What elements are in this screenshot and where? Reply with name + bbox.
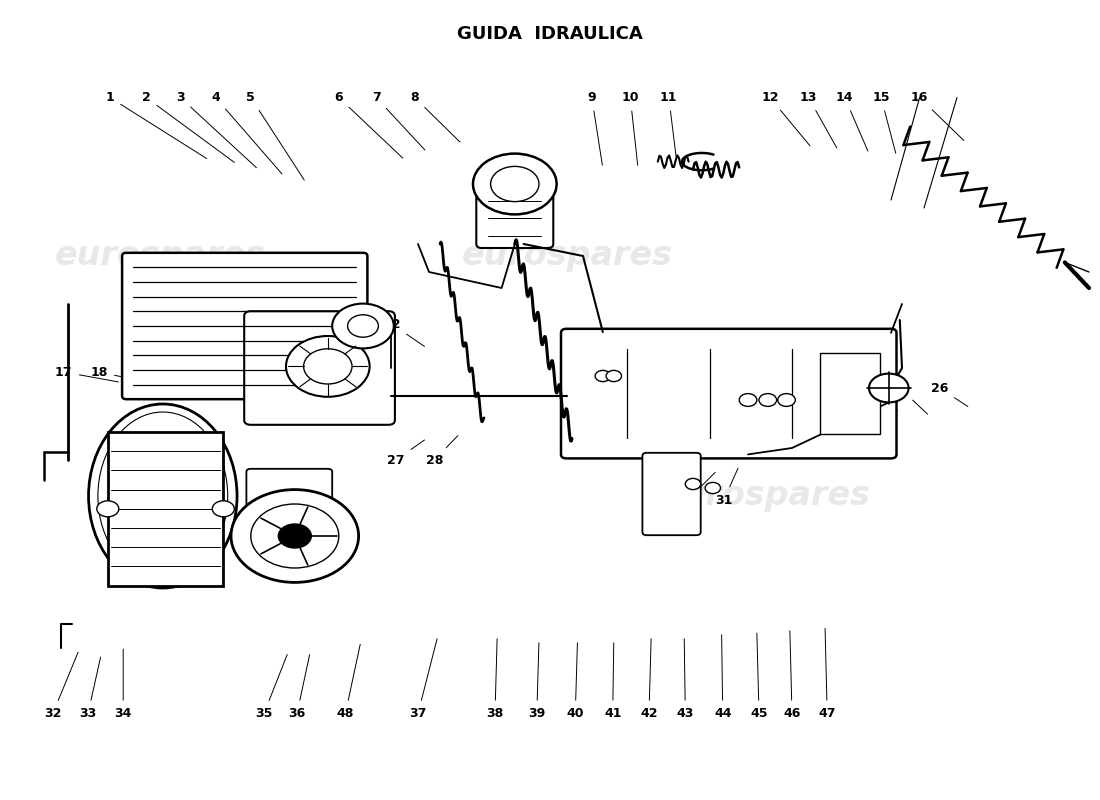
Text: eurospares: eurospares	[55, 239, 266, 273]
Circle shape	[286, 336, 370, 397]
Text: 5: 5	[246, 91, 305, 180]
Circle shape	[278, 524, 311, 548]
FancyBboxPatch shape	[476, 180, 553, 248]
Text: GUIDA  IDRAULICA: GUIDA IDRAULICA	[458, 25, 642, 42]
Text: 42: 42	[640, 638, 658, 720]
Circle shape	[705, 482, 720, 494]
Text: 40: 40	[566, 642, 584, 720]
Text: eurospares: eurospares	[462, 239, 673, 273]
Text: 28: 28	[426, 436, 458, 466]
Text: 44: 44	[714, 634, 732, 720]
Circle shape	[759, 394, 777, 406]
FancyBboxPatch shape	[642, 453, 701, 535]
Text: 34: 34	[114, 649, 132, 720]
Text: 48: 48	[337, 644, 360, 720]
Text: 27: 27	[387, 440, 425, 466]
Text: 24: 24	[854, 382, 898, 410]
Circle shape	[231, 490, 359, 582]
Text: 7: 7	[372, 91, 425, 150]
Text: 2: 2	[142, 91, 234, 162]
Text: eurospares: eurospares	[660, 479, 871, 513]
Text: 1: 1	[106, 91, 207, 158]
Circle shape	[97, 501, 119, 517]
Text: 46: 46	[783, 630, 801, 720]
Text: 39: 39	[528, 642, 546, 720]
Text: 10: 10	[621, 91, 639, 166]
FancyBboxPatch shape	[561, 329, 896, 458]
Text: 26: 26	[931, 382, 968, 406]
Text: 31: 31	[715, 468, 738, 506]
Circle shape	[251, 504, 339, 568]
Text: 32: 32	[44, 652, 78, 720]
Text: 21: 21	[345, 318, 392, 342]
Text: 41: 41	[604, 642, 622, 720]
Text: 30: 30	[679, 472, 715, 506]
Text: 17: 17	[55, 366, 119, 382]
Text: 14: 14	[836, 91, 868, 151]
Text: 25: 25	[891, 382, 927, 414]
FancyBboxPatch shape	[244, 311, 395, 425]
Text: 4: 4	[211, 91, 282, 174]
Circle shape	[212, 501, 234, 517]
Circle shape	[685, 478, 701, 490]
Text: 18: 18	[90, 366, 154, 383]
Text: 15: 15	[872, 91, 895, 154]
Text: 45: 45	[750, 633, 768, 720]
Circle shape	[332, 303, 394, 349]
Circle shape	[491, 166, 539, 202]
Circle shape	[606, 370, 621, 382]
Circle shape	[348, 314, 378, 338]
Circle shape	[473, 154, 557, 214]
Text: 8: 8	[410, 91, 460, 142]
Text: 11: 11	[660, 91, 678, 158]
Circle shape	[304, 349, 352, 384]
Text: 33: 33	[79, 657, 100, 720]
Text: 36: 36	[288, 654, 309, 720]
Text: 38: 38	[486, 638, 504, 720]
Text: 6: 6	[334, 91, 403, 158]
Text: 43: 43	[676, 638, 694, 720]
Text: 3: 3	[176, 91, 256, 168]
Text: 22: 22	[383, 318, 425, 346]
Bar	[820, 353, 880, 434]
Text: 9: 9	[587, 91, 603, 166]
Bar	[108, 432, 223, 586]
Text: 20: 20	[308, 318, 363, 342]
FancyBboxPatch shape	[246, 469, 332, 511]
Circle shape	[739, 394, 757, 406]
FancyBboxPatch shape	[122, 253, 367, 399]
Text: 12: 12	[761, 91, 810, 146]
Circle shape	[595, 370, 610, 382]
Text: 47: 47	[818, 628, 836, 720]
Text: 37: 37	[409, 638, 437, 720]
Text: 35: 35	[255, 654, 287, 720]
Text: 29: 29	[642, 472, 693, 506]
Circle shape	[778, 394, 795, 406]
Text: 13: 13	[800, 91, 837, 148]
Text: 23: 23	[816, 382, 869, 407]
Text: 16: 16	[911, 91, 964, 141]
Circle shape	[869, 374, 909, 402]
Text: 19: 19	[125, 366, 183, 387]
